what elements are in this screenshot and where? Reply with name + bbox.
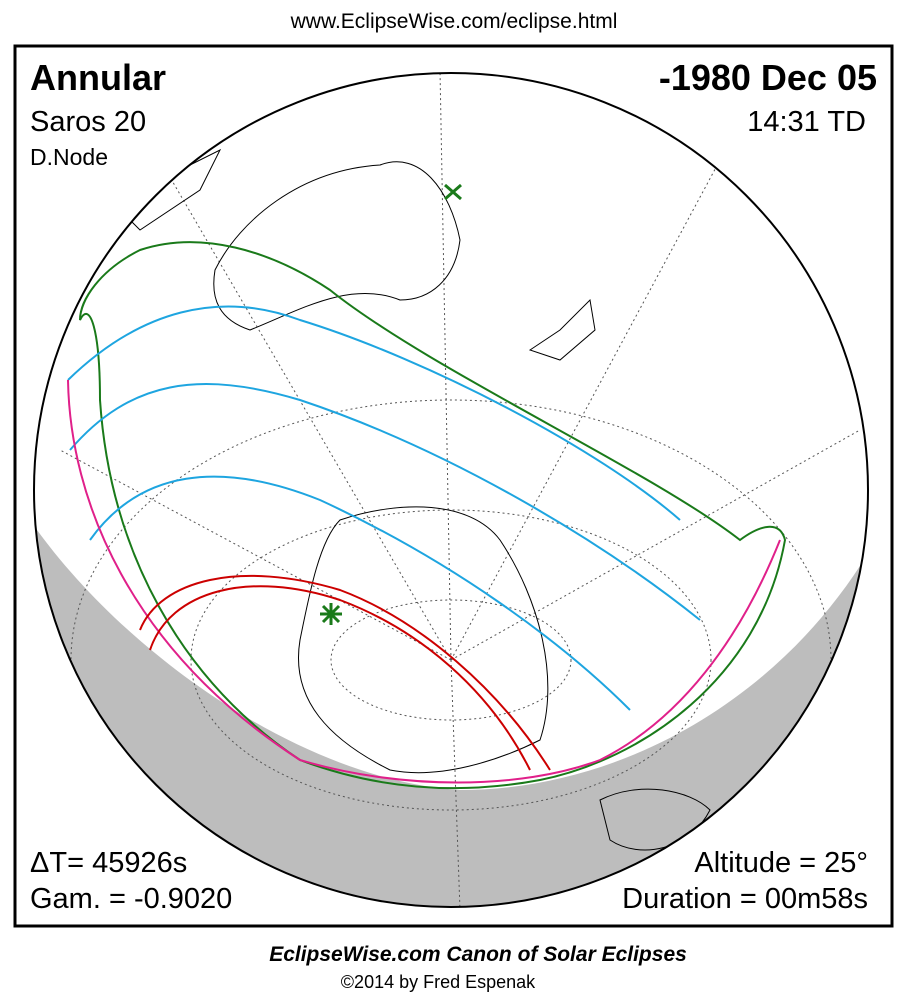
node: D.Node <box>30 144 108 170</box>
url: www.EclipseWise.com/eclipse.html <box>290 10 618 33</box>
saros: Saros 20 <box>30 106 146 138</box>
time: 14:31 TD <box>747 106 866 138</box>
footer-title: EclipseWise.com Canon of Solar Eclipses <box>269 943 687 966</box>
globe <box>34 73 868 907</box>
eclipse-type: Annular <box>30 57 166 98</box>
duration: Duration = 00m58s <box>622 883 868 915</box>
date: -1980 Dec 05 <box>659 57 877 98</box>
footer-credit: ©2014 by Fred Espenak <box>341 972 536 992</box>
delta-t: ΔT= 45926s <box>30 847 187 879</box>
frame <box>13 44 894 928</box>
gamma: Gam. = -0.9020 <box>30 883 232 915</box>
altitude: Altitude = 25° <box>694 847 868 879</box>
